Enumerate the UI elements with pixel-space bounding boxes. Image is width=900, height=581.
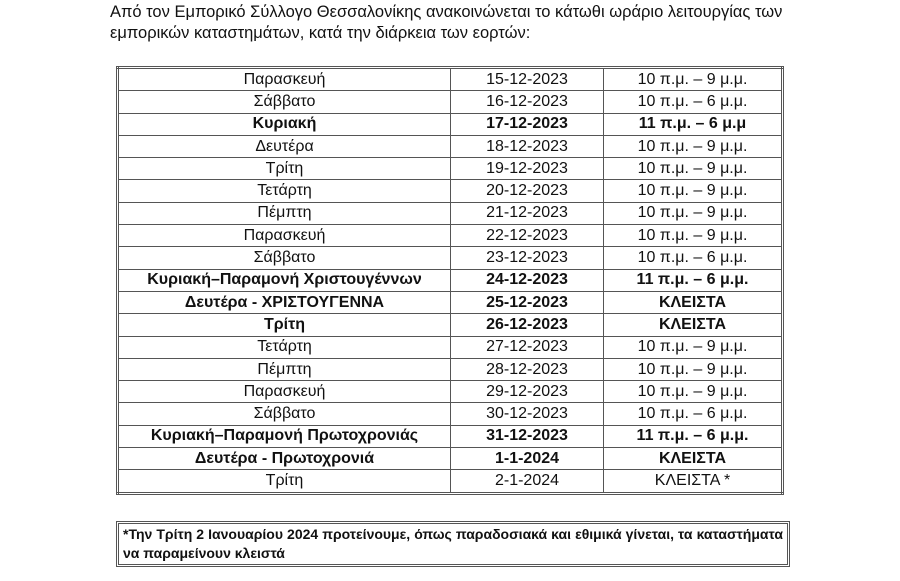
table-row: Τρίτη 26-12-2023 ΚΛΕΙΣΤΑ xyxy=(117,313,783,337)
date-cell: 19-12-2023 xyxy=(450,157,604,181)
day-cell: Σάββατο xyxy=(117,90,451,114)
hours-cell: 10 π.μ. – 9 μ.μ. xyxy=(603,357,783,382)
day-cell: Δευτέρα - Πρωτοχρονιά xyxy=(117,447,451,471)
day-cell: Τετάρτη xyxy=(117,179,451,203)
day-cell: Παρασκευή xyxy=(117,66,451,92)
day-cell: Κυριακή xyxy=(117,112,451,136)
date-cell: 23-12-2023 xyxy=(450,246,604,270)
hours-cell: 10 π.μ. – 9 μ.μ. xyxy=(603,157,783,181)
date-cell: 15-12-2023 xyxy=(450,66,604,92)
intro-paragraph: Από τον Εμπορικό Σύλλογο Θεσσαλονίκης αν… xyxy=(110,3,783,42)
hours-cell: 11 π.μ. – 6 μ.μ. xyxy=(603,268,783,292)
date-cell: 17-12-2023 xyxy=(450,112,604,136)
hours-cell: 10 π.μ. – 9 μ.μ. xyxy=(603,201,783,226)
date-cell: 28-12-2023 xyxy=(450,357,604,382)
day-cell: Δευτέρα xyxy=(117,134,451,159)
hours-cell: 11 π.μ. – 6 μ.μ. xyxy=(603,424,783,449)
hours-cell: 10 π.μ. – 9 μ.μ. xyxy=(603,335,783,359)
footnote-box: *Την Τρίτη 2 Ιανουαρίου 2024 προτείνουμε… xyxy=(116,521,790,567)
date-cell: 2-1-2024 xyxy=(450,469,604,494)
day-cell: Κυριακή–Παραμονή Πρωτοχρονιάς xyxy=(117,424,451,449)
day-cell: Τρίτη xyxy=(117,157,451,181)
day-cell: Παρασκευή xyxy=(117,224,451,248)
day-cell: Τετάρτη xyxy=(117,335,451,359)
hours-cell: 10 π.μ. – 6 μ.μ. xyxy=(603,90,783,114)
date-cell: 21-12-2023 xyxy=(450,201,604,226)
table-row: Παρασκευή 22-12-2023 10 π.μ. – 9 μ.μ. xyxy=(117,224,783,248)
table-row: Κυριακή 17-12-2023 11 π.μ. – 6 μ.μ xyxy=(117,112,783,136)
day-cell: Σάββατο xyxy=(117,402,451,426)
hours-cell: 10 π.μ. – 9 μ.μ. xyxy=(603,134,783,159)
date-cell: 20-12-2023 xyxy=(450,179,604,203)
day-cell: Τρίτη xyxy=(117,469,451,494)
day-cell: Σάββατο xyxy=(117,246,451,270)
day-cell: Κυριακή–Παραμονή Χριστουγέννων xyxy=(117,268,451,292)
table-row: Σάββατο 16-12-2023 10 π.μ. – 6 μ.μ. xyxy=(117,90,783,114)
date-cell: 29-12-2023 xyxy=(450,380,604,404)
date-cell: 30-12-2023 xyxy=(450,402,604,426)
date-cell: 22-12-2023 xyxy=(450,224,604,248)
table-row: Σάββατο 30-12-2023 10 π.μ. – 6 μ.μ. xyxy=(117,402,783,426)
hours-cell: 10 π.μ. – 9 μ.μ. xyxy=(603,224,783,248)
date-cell: 26-12-2023 xyxy=(450,313,604,337)
table-row: Κυριακή–Παραμονή Χριστουγέννων 24-12-2023… xyxy=(117,268,783,292)
table-row: Σάββατο 23-12-2023 10 π.μ. – 6 μ.μ. xyxy=(117,246,783,270)
hours-cell: 10 π.μ. – 9 μ.μ. xyxy=(603,179,783,203)
table-row: Παρασκευή 15-12-2023 10 π.μ. – 9 μ.μ. xyxy=(117,66,783,92)
holiday-hours-table: Παρασκευή 15-12-2023 10 π.μ. – 9 μ.μ. Σάββα… xyxy=(116,66,784,495)
table-row: Τετάρτη 27-12-2023 10 π.μ. – 9 μ.μ. xyxy=(117,335,783,359)
table-row: Παρασκευή 29-12-2023 10 π.μ. – 9 μ.μ. xyxy=(117,380,783,404)
date-cell: 25-12-2023 xyxy=(450,290,604,315)
day-cell: Δευτέρα - ΧΡΙΣΤΟΥΓΕΝΝΑ xyxy=(117,290,451,315)
hours-cell: 10 π.μ. – 9 μ.μ. xyxy=(603,66,783,92)
hours-cell: 10 π.μ. – 9 μ.μ. xyxy=(603,380,783,404)
date-cell: 1-1-2024 xyxy=(450,447,604,471)
day-cell: Τρίτη xyxy=(117,313,451,337)
table-row: Τρίτη 19-12-2023 10 π.μ. – 9 μ.μ. xyxy=(117,157,783,181)
date-cell: 27-12-2023 xyxy=(450,335,604,359)
date-cell: 16-12-2023 xyxy=(450,90,604,114)
table-row: Πέμπτη 28-12-2023 10 π.μ. – 9 μ.μ. xyxy=(117,357,783,382)
table-row: Κυριακή–Παραμονή Πρωτοχρονιάς 31-12-2023 1… xyxy=(117,424,783,449)
hours-cell: ΚΛΕΙΣΤΑ * xyxy=(603,469,783,494)
table-row: Τετάρτη 20-12-2023 10 π.μ. – 9 μ.μ. xyxy=(117,179,783,203)
table-row: Δευτέρα 18-12-2023 10 π.μ. – 9 μ.μ. xyxy=(117,134,783,159)
hours-cell: ΚΛΕΙΣΤΑ xyxy=(603,447,783,471)
date-cell: 18-12-2023 xyxy=(450,134,604,159)
table-row: Δευτέρα - ΧΡΙΣΤΟΥΓΕΝΝΑ 25-12-2023 ΚΛΕΙΣΤΑ xyxy=(117,290,783,315)
hours-cell: 11 π.μ. – 6 μ.μ xyxy=(603,112,783,136)
table-row: Τρίτη 2-1-2024 ΚΛΕΙΣΤΑ * xyxy=(117,469,783,494)
hours-cell: ΚΛΕΙΣΤΑ xyxy=(603,290,783,315)
date-cell: 24-12-2023 xyxy=(450,268,604,292)
hours-cell: ΚΛΕΙΣΤΑ xyxy=(603,313,783,337)
day-cell: Παρασκευή xyxy=(117,380,451,404)
table-row: Δευτέρα - Πρωτοχρονιά 1-1-2024 ΚΛΕΙΣΤΑ xyxy=(117,447,783,471)
hours-cell: 10 π.μ. – 6 μ.μ. xyxy=(603,246,783,270)
day-cell: Πέμπτη xyxy=(117,201,451,226)
date-cell: 31-12-2023 xyxy=(450,424,604,449)
hours-cell: 10 π.μ. – 6 μ.μ. xyxy=(603,402,783,426)
day-cell: Πέμπτη xyxy=(117,357,451,382)
table-row: Πέμπτη 21-12-2023 10 π.μ. – 9 μ.μ. xyxy=(117,201,783,226)
